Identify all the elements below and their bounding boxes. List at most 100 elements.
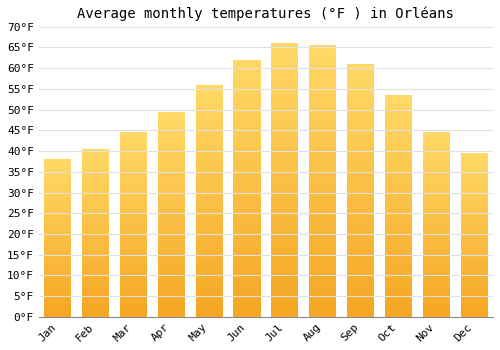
Bar: [120, 306, 147, 308]
Bar: [158, 315, 185, 317]
Bar: [234, 271, 260, 273]
Bar: [44, 271, 72, 273]
Bar: [347, 104, 374, 107]
Bar: [309, 303, 336, 306]
Bar: [460, 305, 488, 307]
Bar: [271, 254, 298, 257]
Bar: [120, 182, 147, 184]
Bar: [196, 270, 223, 273]
Bar: [422, 248, 450, 251]
Bar: [385, 303, 412, 306]
Bar: [460, 214, 488, 215]
Bar: [347, 66, 374, 69]
Bar: [82, 216, 109, 218]
Bar: [309, 235, 336, 238]
Bar: [44, 246, 72, 247]
Bar: [120, 232, 147, 234]
Bar: [44, 203, 72, 205]
Bar: [347, 163, 374, 165]
Bar: [385, 288, 412, 290]
Bar: [82, 266, 109, 268]
Bar: [460, 201, 488, 202]
Bar: [271, 51, 298, 54]
Bar: [82, 256, 109, 258]
Bar: [309, 257, 336, 260]
Bar: [196, 89, 223, 92]
Bar: [309, 271, 336, 273]
Bar: [347, 79, 374, 82]
Bar: [196, 284, 223, 287]
Bar: [158, 259, 185, 261]
Bar: [234, 178, 260, 181]
Bar: [422, 173, 450, 175]
Bar: [460, 268, 488, 270]
Bar: [120, 158, 147, 160]
Bar: [158, 231, 185, 233]
Bar: [460, 290, 488, 292]
Bar: [44, 288, 72, 290]
Bar: [460, 171, 488, 173]
Bar: [234, 101, 260, 104]
Bar: [347, 193, 374, 196]
Bar: [196, 264, 223, 266]
Bar: [44, 300, 72, 301]
Bar: [347, 158, 374, 160]
Bar: [271, 177, 298, 180]
Bar: [271, 49, 298, 51]
Bar: [347, 77, 374, 79]
Bar: [347, 309, 374, 312]
Bar: [347, 261, 374, 264]
Bar: [460, 309, 488, 310]
Bar: [44, 199, 72, 200]
Bar: [120, 151, 147, 153]
Bar: [158, 241, 185, 243]
Bar: [120, 256, 147, 258]
Bar: [158, 145, 185, 147]
Bar: [82, 276, 109, 278]
Bar: [460, 302, 488, 304]
Bar: [120, 274, 147, 276]
Bar: [271, 276, 298, 279]
Bar: [234, 70, 260, 73]
Bar: [234, 288, 260, 291]
Bar: [44, 188, 72, 189]
Bar: [309, 254, 336, 257]
Bar: [385, 111, 412, 113]
Bar: [158, 134, 185, 136]
Bar: [196, 138, 223, 140]
Bar: [271, 210, 298, 213]
Bar: [460, 193, 488, 194]
Bar: [44, 315, 72, 317]
Bar: [158, 194, 185, 196]
Bar: [44, 177, 72, 178]
Bar: [158, 163, 185, 165]
Bar: [120, 263, 147, 265]
Bar: [234, 309, 260, 312]
Bar: [422, 204, 450, 206]
Bar: [347, 218, 374, 221]
Bar: [234, 183, 260, 186]
Bar: [158, 153, 185, 155]
Bar: [44, 284, 72, 285]
Bar: [234, 260, 260, 263]
Bar: [271, 235, 298, 238]
Bar: [422, 238, 450, 239]
Bar: [460, 289, 488, 290]
Bar: [120, 238, 147, 239]
Bar: [82, 290, 109, 292]
Bar: [385, 99, 412, 102]
Bar: [196, 289, 223, 291]
Bar: [271, 232, 298, 235]
Bar: [196, 198, 223, 201]
Bar: [234, 83, 260, 86]
Bar: [347, 238, 374, 241]
Bar: [234, 299, 260, 301]
Bar: [271, 265, 298, 268]
Bar: [422, 236, 450, 238]
Bar: [120, 309, 147, 311]
Bar: [82, 303, 109, 305]
Bar: [158, 214, 185, 216]
Bar: [120, 178, 147, 180]
Bar: [196, 175, 223, 177]
Bar: [158, 171, 185, 173]
